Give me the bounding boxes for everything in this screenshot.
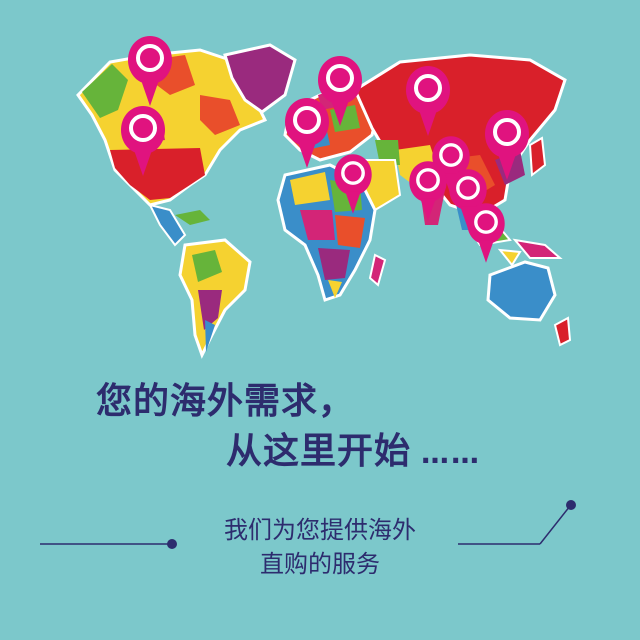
subtitle-line-1: 我们为您提供海外	[224, 516, 416, 544]
map-pin-icon	[485, 110, 529, 180]
headline-line-2: 从这里开始 ……	[226, 422, 481, 474]
decorative-connector-lines	[40, 500, 576, 549]
headline-ellipsis: ……	[421, 437, 482, 470]
world-map-illustration	[76, 36, 572, 359]
subtitle-line-2: 直购的服务	[260, 550, 380, 578]
map-pin-icon	[318, 56, 362, 126]
australia-landmass	[486, 260, 557, 322]
map-pin-icon	[121, 106, 165, 176]
map-pin-icon	[128, 36, 172, 106]
headline-line-1: 您的海外需求，	[96, 381, 356, 422]
greenland	[223, 43, 297, 114]
map-pin-icon	[409, 161, 447, 221]
map-pin-icon	[449, 169, 487, 229]
map-pin-icon	[406, 66, 450, 136]
map-pin-icon	[467, 203, 505, 263]
map-pin-icon	[334, 154, 372, 214]
headline-line-2-text: 从这里开始	[226, 431, 412, 472]
map-pin-icon	[285, 98, 329, 168]
